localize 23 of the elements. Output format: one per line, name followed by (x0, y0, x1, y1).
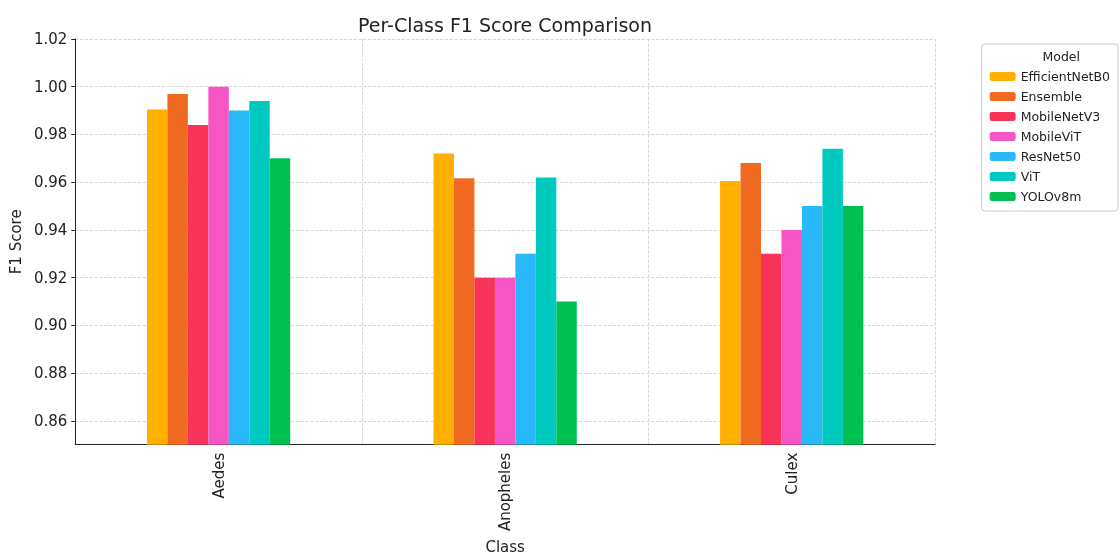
x-tick-label: Anopheles (496, 452, 515, 532)
x-tick-label: Aedes (209, 452, 228, 499)
y-tick-label: 0.96 (33, 173, 68, 192)
x-tick-label: Culex (782, 452, 801, 495)
y-tick-label: 0.90 (33, 316, 68, 335)
y-tick-label: 0.92 (33, 268, 68, 287)
legend-label: ViT (1020, 169, 1041, 184)
x-axis-title: Class (485, 537, 526, 556)
legend-label: Ensemble (1020, 89, 1083, 104)
y-tick-label: 0.98 (33, 125, 68, 144)
legend-label: YOLOv8m (1019, 189, 1082, 204)
legend-label: MobileNetV3 (1020, 109, 1101, 124)
y-tick-label: 1.02 (33, 30, 68, 48)
y-tick-label: 0.86 (33, 411, 68, 430)
legend-label: MobileViT (1020, 129, 1082, 144)
y-axis-title: F1 Score (6, 209, 25, 275)
legend-label: ResNet50 (1020, 149, 1081, 164)
y-tick-label: 0.88 (33, 364, 68, 383)
chart-title: Per-Class F1 Score Comparison (357, 13, 653, 36)
legend-label: EfficientNetB0 (1020, 69, 1111, 84)
legend-title: Model (1042, 49, 1080, 64)
y-tick-label: 0.94 (33, 220, 68, 239)
y-tick-label: 1.00 (33, 77, 68, 96)
